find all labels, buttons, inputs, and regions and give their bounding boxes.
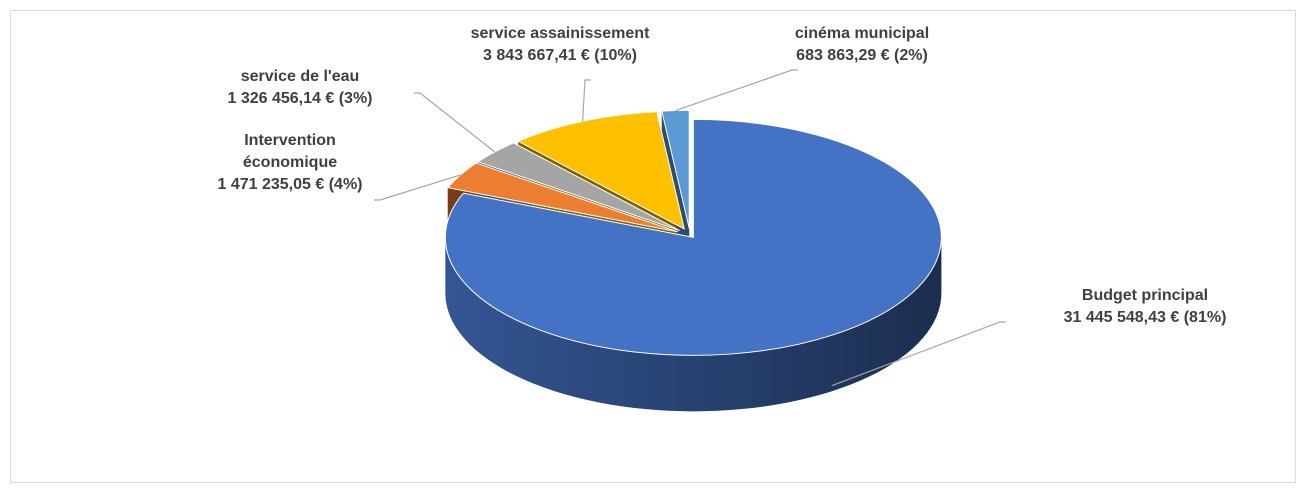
leader-line — [414, 92, 496, 153]
slice-value: 3 843 667,41 € (10%) — [483, 47, 637, 64]
slice-value: 683 863,29 € (2%) — [796, 47, 928, 64]
leader-line — [374, 174, 461, 201]
slice-value: 1 326 456,14 € (3%) — [227, 90, 373, 107]
data-label: Intervention économique 1 471 235,05 € (4… — [190, 130, 390, 196]
leader-line — [675, 69, 798, 112]
slice-name: Budget principal — [1081, 287, 1209, 304]
slice-name: service assainissement — [470, 25, 650, 42]
slice — [446, 162, 678, 233]
data-label: service assainissement 3 843 667,41 € (10… — [471, 23, 650, 67]
slice-value: 1 471 235,05 € (4%) — [217, 176, 363, 193]
slice — [444, 118, 942, 356]
slice-value: 31 445 548,43 € (81%) — [1063, 309, 1227, 326]
data-label: service de l'eau 1 326 456,14 € (3%) — [228, 66, 373, 110]
chart-frame — [10, 10, 1296, 483]
slice — [476, 142, 680, 232]
data-label: cinéma municipal 683 863,29 € (2%) — [795, 23, 929, 67]
leader-line — [831, 321, 1006, 387]
leader-line — [582, 79, 591, 122]
data-label: Budget principal 31 445 548,43 € (81%) — [1064, 285, 1227, 329]
slice-name: Intervention économique — [242, 132, 338, 171]
slice-name: cinéma municipal — [794, 25, 930, 42]
slice-side-shade — [445, 237, 942, 412]
slice-name: service de l'eau — [240, 68, 360, 85]
